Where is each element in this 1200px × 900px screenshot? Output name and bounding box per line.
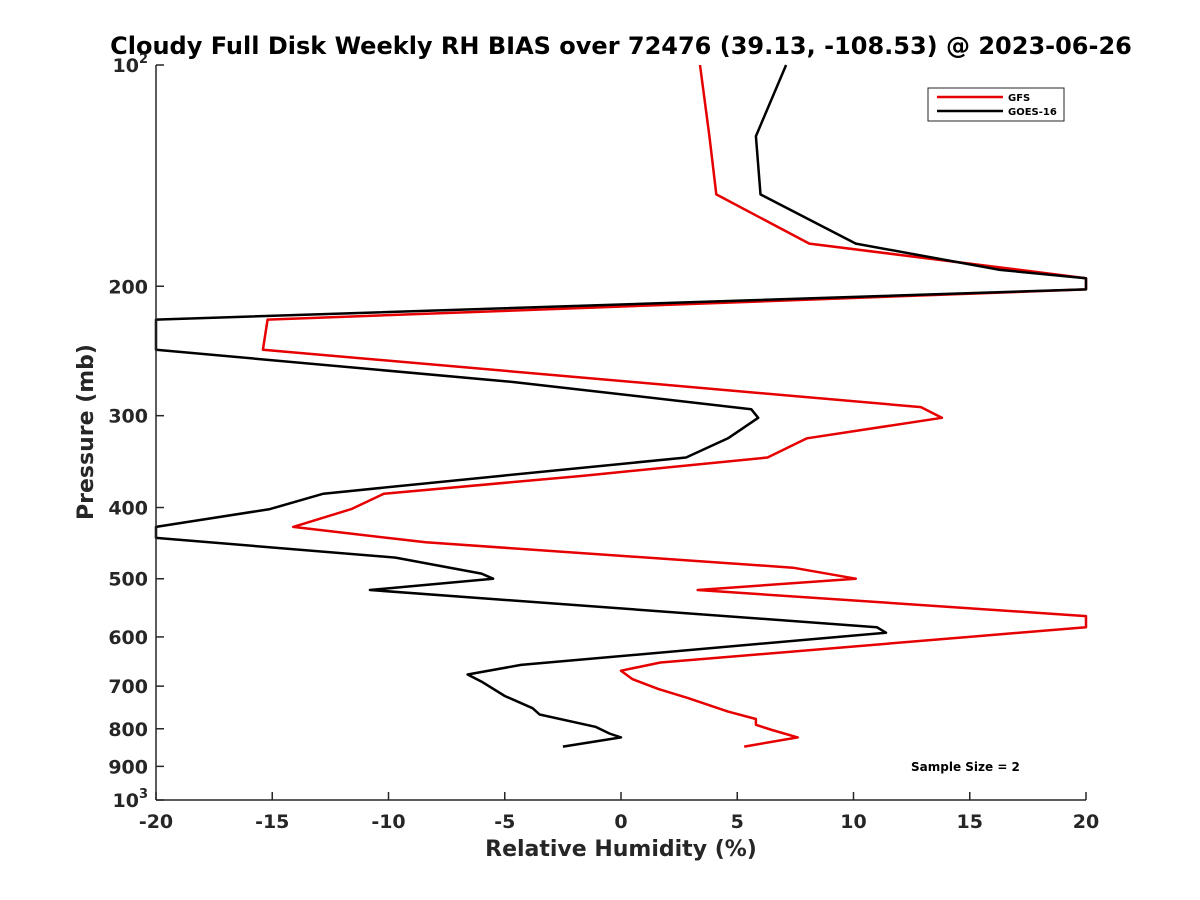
legend-label-goes16: GOES-16: [1008, 107, 1057, 118]
y-tick-label: 600: [108, 627, 148, 649]
y-ticks: 102 200 300 400 500 600 700 800 900 103: [108, 52, 164, 812]
y-axis-label: Pressure (mb): [74, 344, 99, 520]
y-tick-label: 200: [108, 276, 148, 298]
x-tick-label: 10: [840, 811, 866, 833]
x-tick-label: 15: [957, 811, 983, 833]
x-tick-label: -10: [371, 811, 405, 833]
legend-box: [927, 87, 1065, 122]
x-tick-label: 5: [731, 811, 744, 833]
series-line-goes-16: [154, 64, 1088, 748]
x-tick-label: -15: [255, 811, 289, 833]
x-ticks: -20 -15 -10 -5 0 5 10 15 20: [139, 792, 1099, 833]
y-tick-label: 103: [113, 787, 149, 812]
legend: GFS GOES-16: [927, 87, 1065, 122]
x-tick-label: 0: [614, 811, 627, 833]
x-tick-label: 20: [1073, 811, 1099, 833]
y-tick-label: 102: [113, 52, 149, 77]
y-tick-label: 400: [108, 498, 148, 520]
y-tick-label: 800: [108, 719, 148, 741]
legend-label-gfs: GFS: [1008, 93, 1030, 104]
x-tick-label: -20: [139, 811, 173, 833]
sample-size-annotation: Sample Size = 2: [911, 760, 1020, 774]
y-tick-label: 300: [108, 406, 148, 428]
series-layer: [154, 64, 1088, 748]
y-tick-label: 700: [108, 676, 148, 698]
plot-area: -20 -15 -10 -5 0 5 10 15 20 102 200 300 400 500 600 70…: [108, 52, 1099, 833]
x-tick-label: -5: [494, 811, 515, 833]
x-axis-label: Relative Humidity (%): [485, 837, 757, 862]
series-line-gfs: [261, 64, 1088, 748]
y-tick-label: 500: [108, 569, 148, 591]
y-tick-label: 900: [108, 756, 148, 778]
axes-layer: [155, 65, 1086, 801]
chart-title: Cloudy Full Disk Weekly RH BIAS over 724…: [110, 32, 1132, 60]
